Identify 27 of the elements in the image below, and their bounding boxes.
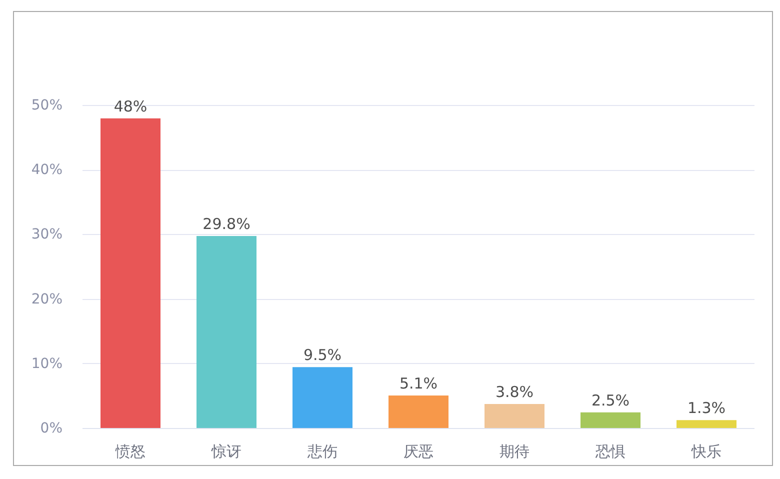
data-label: 5.1% — [399, 374, 438, 393]
y-tick-label: 10% — [31, 356, 63, 372]
x-tick-label: 恐惧 — [594, 442, 626, 460]
bar — [484, 404, 544, 428]
x-tick-label: 惊讶 — [210, 442, 242, 460]
bar — [388, 396, 448, 428]
bar — [292, 367, 352, 428]
y-tick-label: 30% — [31, 226, 63, 243]
bar — [676, 420, 736, 428]
bar — [580, 412, 640, 428]
x-tick-label: 厌恶 — [404, 442, 434, 460]
x-tick-label: 期待 — [500, 442, 530, 460]
bar — [100, 118, 160, 428]
data-label: 29.8% — [202, 214, 250, 233]
x-tick-label: 快乐 — [690, 442, 722, 460]
data-label: 1.3% — [687, 399, 726, 418]
data-label: 2.5% — [591, 391, 630, 410]
x-tick-label: 悲伤 — [306, 442, 338, 460]
data-label: 9.5% — [303, 346, 342, 364]
y-tick-label: 20% — [31, 291, 63, 308]
x-tick-label: 愤怒 — [114, 442, 146, 460]
data-label: 3.8% — [495, 382, 534, 401]
y-tick-label: 50% — [31, 98, 63, 114]
data-label: 48% — [114, 97, 148, 116]
bar — [196, 236, 256, 428]
y-tick-label: 0% — [40, 420, 63, 436]
y-tick-label: 40% — [31, 162, 63, 178]
